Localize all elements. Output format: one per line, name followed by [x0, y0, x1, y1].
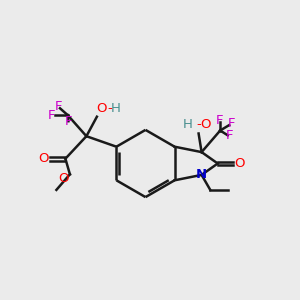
- Text: O: O: [96, 102, 107, 115]
- Text: F: F: [65, 115, 72, 128]
- Text: F: F: [55, 100, 62, 113]
- Text: F: F: [48, 109, 55, 122]
- Text: O: O: [58, 172, 69, 185]
- Text: F: F: [216, 114, 223, 128]
- Text: F: F: [228, 117, 235, 130]
- Text: -: -: [196, 118, 201, 131]
- Text: O: O: [234, 157, 244, 170]
- Text: O: O: [200, 118, 210, 131]
- Text: H: H: [111, 102, 120, 115]
- Text: O: O: [38, 152, 49, 165]
- Text: N: N: [196, 168, 207, 182]
- Text: F: F: [226, 129, 233, 142]
- Text: H: H: [182, 118, 192, 131]
- Text: -: -: [107, 102, 112, 115]
